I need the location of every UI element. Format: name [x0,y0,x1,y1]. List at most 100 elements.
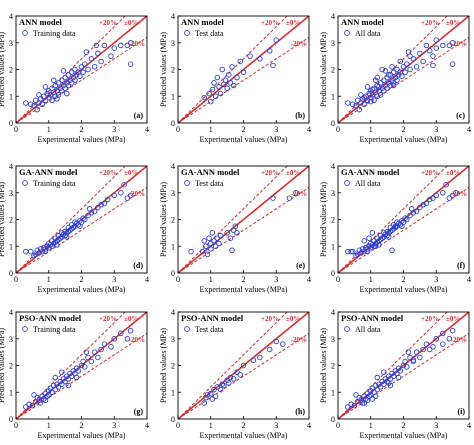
data-point [376,242,382,248]
ref-label-minus20: -20% [291,336,307,344]
data-point [230,82,237,89]
data-point [95,354,101,361]
data-point [257,354,263,361]
data-point [266,48,273,54]
data-point [203,243,209,249]
data-point [386,380,392,386]
x-tick-label: 3 [112,125,116,134]
y-tick-label: 3 [9,189,13,198]
ref-line-plus20 [338,312,448,419]
data-point [62,232,68,239]
data-point [60,231,67,237]
legend-marker [344,30,350,36]
data-point [29,402,36,409]
data-point [50,77,57,83]
data-point [384,74,390,81]
x-tick-label: 3 [434,275,438,284]
data-point [68,222,75,228]
x-tick-label: 1 [369,125,373,134]
data-point [23,248,29,255]
data-point [379,235,385,241]
data-point [73,220,80,227]
data-point [397,58,403,65]
data-point [34,247,41,254]
data-point [384,232,390,239]
y-tick-label: 0 [9,415,13,424]
x-tick-label: 3 [274,421,278,430]
x-tick-label: 2 [80,275,84,284]
x-tick-label: 1 [209,421,213,430]
data-point [108,344,114,350]
data-point [49,97,55,104]
data-point [374,82,381,89]
y-tick-label: 0 [9,119,13,128]
data-point [250,357,257,363]
data-point [407,66,413,73]
data-point [95,50,101,57]
data-point [78,64,85,70]
data-point [405,349,412,355]
data-point [390,222,397,228]
data-point [80,358,86,365]
data-point [413,208,420,215]
x-axis-label: Experimental values (MPa) [360,285,448,294]
legend-marker [22,180,28,186]
data-point [47,92,54,98]
x-tick-label: 1 [47,421,51,430]
y-tick-label: 3 [9,335,13,344]
data-point [227,80,234,86]
x-axis-label: Experimental values (MPa) [38,135,126,144]
data-point [199,248,206,255]
x-tick-label: 1 [369,275,373,284]
data-point [91,349,98,355]
data-point [270,195,276,201]
data-point [368,244,374,251]
data-point [446,336,453,342]
data-point [31,252,37,259]
data-point [345,404,351,410]
x-axis-label: Experimental values (MPa) [38,431,126,440]
data-point [372,240,379,247]
y-tick-label: 0 [9,269,13,278]
y-tick-label: 4 [171,12,175,21]
data-point [201,400,207,406]
x-tick-label: 3 [434,421,438,430]
legend-marker [184,180,190,186]
data-point [73,72,80,78]
data-point [98,202,104,208]
data-point [430,53,436,59]
data-point [65,72,72,78]
data-point [440,42,446,49]
x-tick-label: 0 [336,125,340,134]
panel-label: (c) [456,111,465,120]
data-point [42,390,49,397]
y-tick-label: 3 [9,39,13,48]
ref-label-plus20: +20% [261,169,279,177]
data-point [234,230,240,236]
data-point [64,234,70,240]
data-point [42,97,49,104]
model-title: ANN model [341,17,384,27]
data-point [402,215,408,221]
ref-label-plus20: +20% [261,315,279,323]
data-point [54,96,60,102]
data-point [127,192,134,199]
panel-label: (h) [295,407,305,416]
data-point [394,77,400,83]
data-point [364,97,371,104]
data-point [420,202,426,208]
data-point [348,248,354,255]
data-point [212,93,219,99]
y-tick-label: 0 [331,415,335,424]
data-point [433,336,440,342]
data-point [217,90,224,97]
data-point [212,243,219,249]
ref-label-minus20: -20% [451,336,467,344]
data-point [207,390,214,397]
data-point [23,404,29,410]
data-point [381,77,387,83]
data-point [364,84,371,90]
ref-label-zero: ±0% [446,19,460,27]
data-point [381,369,387,375]
y-tick-label: 1 [331,388,335,397]
